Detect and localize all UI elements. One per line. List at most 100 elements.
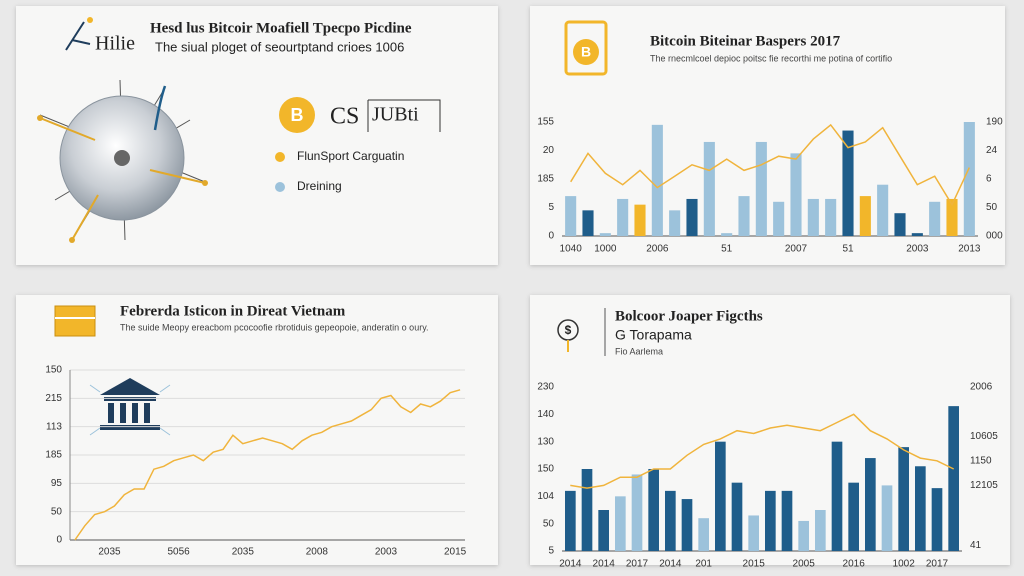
bar bbox=[881, 485, 893, 551]
bar bbox=[865, 458, 876, 551]
subtitle: The siual ploget of seourtptand crioes 1… bbox=[155, 39, 404, 54]
bar bbox=[565, 490, 576, 551]
icon-symbol: $ bbox=[565, 323, 572, 337]
bar bbox=[807, 198, 819, 236]
icon-frame bbox=[564, 20, 608, 76]
y-tick-label: 95 bbox=[51, 478, 63, 489]
badge-left: CS bbox=[330, 104, 359, 130]
coin bbox=[279, 97, 315, 133]
x-tick-label: 1040 bbox=[560, 244, 583, 255]
x-tick-label: 2003 bbox=[906, 244, 929, 255]
bar bbox=[948, 406, 959, 551]
bar bbox=[648, 469, 659, 551]
x-tick-label: 2014 bbox=[559, 559, 582, 570]
node bbox=[202, 180, 208, 186]
y-tick-label: 230 bbox=[537, 382, 554, 393]
bar bbox=[738, 196, 750, 236]
logo bbox=[65, 21, 91, 51]
bar bbox=[581, 469, 593, 551]
globe-rays bbox=[39, 117, 206, 241]
x-tick-label: 5056 bbox=[168, 547, 191, 558]
y-tick-label: 113 bbox=[46, 421, 62, 432]
y-tick-label: 140 bbox=[537, 409, 554, 420]
y-tick-label: 0 bbox=[548, 231, 554, 242]
bar bbox=[755, 141, 767, 236]
legend-text: FlunSport Carguatin bbox=[297, 149, 404, 163]
bar bbox=[946, 198, 958, 236]
bar bbox=[773, 201, 785, 236]
bar bbox=[831, 441, 843, 551]
badge-box bbox=[367, 99, 441, 132]
coin bbox=[573, 39, 599, 65]
icon bbox=[54, 305, 96, 337]
node bbox=[37, 115, 43, 121]
x-tick-label: 2013 bbox=[958, 244, 981, 255]
y2-tick-label: 190 bbox=[986, 117, 1003, 128]
y-tick-label: 185 bbox=[45, 450, 62, 461]
x-tick-label: 2003 bbox=[375, 547, 398, 558]
subtitle: The rnecmlcoel depioc poitsc fie recorth… bbox=[650, 53, 892, 63]
panel-3-header: Febrerda Isticon in Direat Vietnam The s… bbox=[54, 303, 429, 436]
node bbox=[69, 237, 75, 243]
bar bbox=[877, 184, 889, 236]
title: Febrerda Isticon in Direat Vietnam bbox=[120, 303, 346, 319]
bar bbox=[929, 201, 941, 236]
bar bbox=[815, 510, 826, 551]
bar bbox=[703, 141, 715, 236]
bar bbox=[842, 130, 854, 236]
y-tick-label: 5 bbox=[548, 202, 554, 213]
y2-tick-label: 50 bbox=[986, 202, 998, 213]
bank-icon bbox=[89, 378, 171, 436]
bar bbox=[790, 153, 802, 236]
y2-tick-label: 000 bbox=[986, 231, 1003, 242]
x-tick-label: 51 bbox=[721, 244, 733, 255]
y-tick-label: 155 bbox=[537, 117, 554, 128]
panel-1: Hilie Hesd lus Bitcoir Moafiell Tpecpo P… bbox=[37, 17, 441, 243]
x-tick-label: 2015 bbox=[444, 547, 467, 558]
bar bbox=[748, 515, 759, 551]
x-tick-label: 2035 bbox=[232, 547, 255, 558]
bar bbox=[617, 198, 629, 236]
legend-swatch bbox=[275, 182, 285, 192]
x-tick-label: 2035 bbox=[98, 547, 121, 558]
y2-tick-label: 1150 bbox=[970, 455, 992, 466]
title: Hesd lus Bitcoir Moafiell Tpecpo Picdine bbox=[150, 20, 412, 36]
panel-4-header: $ Bolcoor Joaper Figcths G Torapama Fio … bbox=[557, 308, 763, 356]
line bbox=[570, 123, 970, 207]
y2-tick-label: 12105 bbox=[970, 480, 998, 491]
legend-text: Dreining bbox=[297, 179, 342, 193]
bar bbox=[565, 196, 577, 236]
y-tick-label: 104 bbox=[537, 491, 554, 502]
bar bbox=[631, 474, 643, 551]
y-tick-label: 20 bbox=[543, 145, 555, 156]
x-tick-label: 2006 bbox=[646, 244, 669, 255]
bar bbox=[698, 518, 709, 551]
subtitle: The suide Meopy ereacbom pcocoofie rbrot… bbox=[120, 322, 429, 332]
bar bbox=[686, 198, 698, 236]
x-tick-label: 2017 bbox=[926, 559, 949, 570]
bar bbox=[963, 122, 975, 236]
x-tick-label: 2008 bbox=[306, 547, 329, 558]
note: Fio Aarlema bbox=[615, 346, 663, 356]
bar bbox=[599, 233, 611, 236]
bar bbox=[898, 447, 909, 551]
y2-tick-label: 2006 bbox=[970, 382, 993, 393]
bar bbox=[781, 490, 793, 551]
legend-swatch bbox=[275, 152, 285, 162]
panel bbox=[530, 6, 1005, 265]
bar bbox=[798, 520, 809, 551]
y-tick-label: 0 bbox=[56, 535, 62, 546]
y-tick-label: 50 bbox=[51, 506, 63, 517]
y2-tick-label: 24 bbox=[986, 145, 998, 156]
y2-tick-label: 10605 bbox=[970, 431, 998, 442]
globe-core bbox=[114, 150, 130, 166]
badge-right: JUBti bbox=[372, 104, 419, 126]
bar bbox=[598, 510, 609, 551]
x-tick-label: 2017 bbox=[626, 559, 649, 570]
y-tick-label: 150 bbox=[537, 464, 554, 475]
line bbox=[74, 389, 461, 541]
line bbox=[570, 413, 955, 489]
x-tick-label: 1000 bbox=[594, 244, 617, 255]
x-tick-label: 1002 bbox=[893, 559, 916, 570]
bar bbox=[911, 233, 923, 236]
